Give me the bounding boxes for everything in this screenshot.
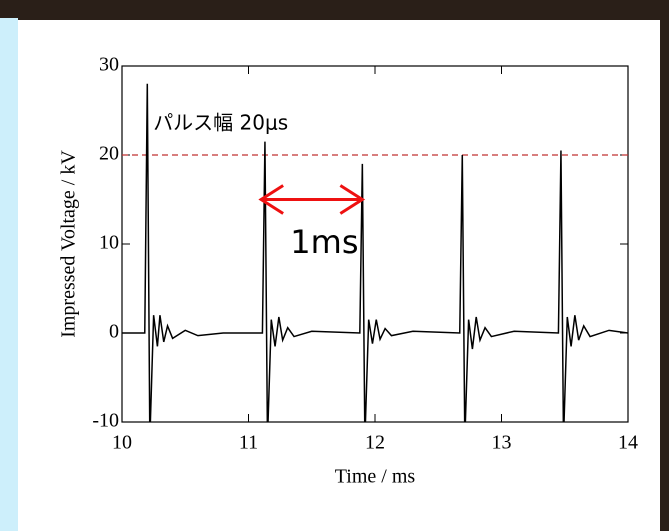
frame-left [0,18,18,531]
x-tick-label: 13 [492,432,512,454]
plot-area [122,83,628,422]
y-tick-label: 0 [109,321,119,343]
y-tick-label: 30 [99,54,119,76]
y-axis-label: Impressed Voltage / kV [58,150,80,338]
data-line [122,83,628,422]
x-tick-label: 12 [365,432,385,454]
annotation: 1ms [290,223,358,261]
x-tick-label: 10 [112,432,132,454]
x-tick-label: 14 [618,432,638,454]
y-tick-label: 20 [99,143,119,165]
panel [18,20,660,531]
annotation: パルス幅 20μs [153,110,288,134]
x-axis-label: Time / ms [335,466,416,488]
y-tick-label: 10 [99,232,119,254]
x-tick-label: 11 [239,432,258,454]
arrow [258,184,366,215]
y-tick-label: -10 [92,410,119,432]
